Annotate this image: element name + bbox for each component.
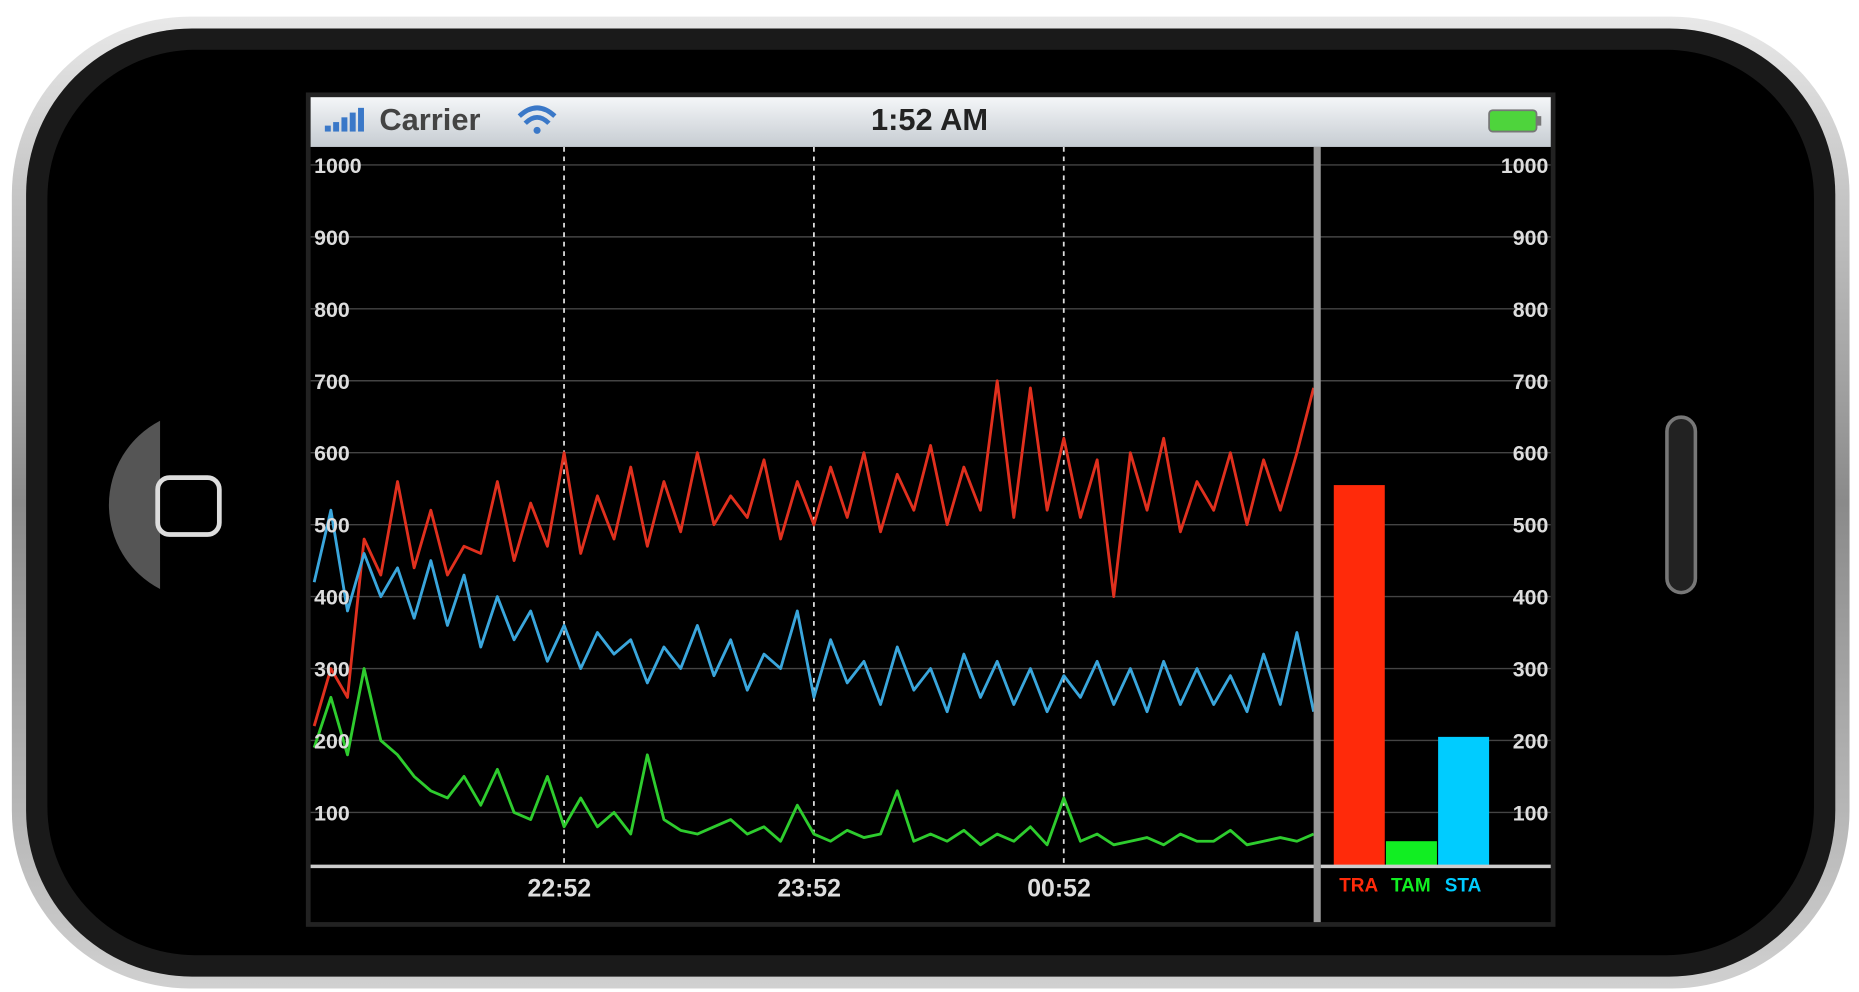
- y-tick-label: 600: [314, 442, 350, 466]
- x-tick-label: 00:52: [1027, 875, 1091, 903]
- clock: 1:52 AM: [871, 102, 988, 137]
- phone-screenshot: Carrier 1:52 AM 22:52 23:52 00:52 100 200 300…: [0, 0, 1859, 992]
- y2-tick-label: 500: [1513, 514, 1549, 538]
- y-tick-label: 400: [314, 586, 350, 610]
- bar: [1334, 485, 1385, 866]
- y-tick-label: 700: [314, 370, 350, 394]
- y-tick-label: 100: [314, 801, 350, 825]
- y2-tick-label: 600: [1513, 442, 1549, 466]
- page: Carrier 1:52 AM 22:52 23:52 00:52 100 200 300…: [0, 0, 1859, 992]
- y-tick-label: 900: [314, 226, 350, 250]
- carrier: Carrier: [379, 102, 480, 137]
- y-tick-label: 800: [314, 298, 350, 322]
- y2-tick-label: 1000: [1501, 154, 1548, 178]
- y2-tick-label: 800: [1513, 298, 1549, 322]
- y2-tick-label: 400: [1513, 586, 1549, 610]
- battery-tip: [1537, 116, 1542, 125]
- bar-label: TAM: [1391, 876, 1431, 897]
- y2-tick-label: 900: [1513, 226, 1549, 250]
- bar: [1386, 841, 1437, 866]
- y2-tick-label: 100: [1513, 801, 1549, 825]
- y2-tick-label: 200: [1513, 729, 1549, 753]
- bar-label: TRA: [1339, 876, 1378, 897]
- y-tick-label: 200: [314, 729, 350, 753]
- battery: [1489, 110, 1536, 131]
- bar: [1438, 737, 1489, 866]
- bar-label: STA: [1445, 876, 1482, 897]
- wifi-dot: [534, 127, 541, 134]
- y2-tick-label: 300: [1513, 658, 1549, 682]
- y-tick-label: 1000: [314, 154, 361, 178]
- y-tick-label: 300: [314, 658, 350, 682]
- x-tick-label: 22:52: [527, 875, 591, 903]
- y2-tick-label: 700: [1513, 370, 1549, 394]
- y-tick-label: 500: [314, 514, 350, 538]
- x-tick-label: 23:52: [777, 875, 841, 903]
- speaker: [1667, 417, 1695, 592]
